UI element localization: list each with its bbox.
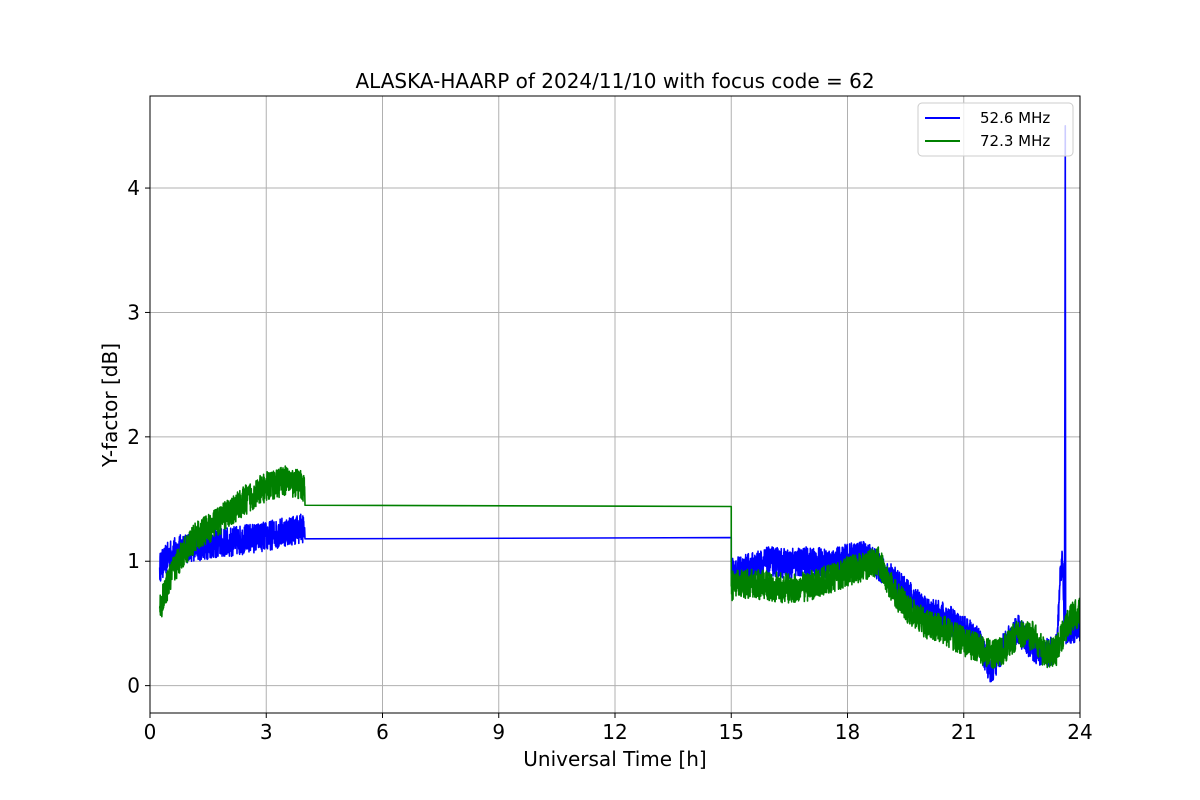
x-tick-label: 0 bbox=[144, 720, 157, 744]
x-axis-label: Universal Time [h] bbox=[523, 747, 706, 771]
legend-label-72-3-mhz: 72.3 MHz bbox=[980, 132, 1050, 150]
legend-box bbox=[917, 102, 1074, 157]
x-tick-label: 3 bbox=[260, 720, 273, 744]
y-tick-label: 2 bbox=[127, 425, 140, 449]
x-tick-label: 15 bbox=[719, 720, 744, 744]
x-tick-label: 12 bbox=[602, 720, 627, 744]
chart-title: ALASKA-HAARP of 2024/11/10 with focus co… bbox=[355, 69, 874, 93]
y-axis-label: Y-factor [dB] bbox=[98, 343, 122, 468]
series-line-72-3-mhz bbox=[158, 465, 1080, 670]
legend-label-52-6-mhz: 52.6 MHz bbox=[980, 109, 1050, 127]
y-tick-label: 4 bbox=[127, 176, 140, 200]
x-tick-label: 24 bbox=[1067, 720, 1092, 744]
series-layer bbox=[158, 125, 1080, 683]
y-tick-label: 0 bbox=[127, 674, 140, 698]
y-tick-label: 1 bbox=[127, 549, 140, 573]
legend: 52.6 MHz 72.3 MHz bbox=[917, 102, 1074, 157]
y-tick-label: 3 bbox=[127, 300, 140, 324]
x-tick-label: 9 bbox=[492, 720, 505, 744]
x-tick-label: 18 bbox=[835, 720, 860, 744]
x-tick-label: 21 bbox=[951, 720, 976, 744]
x-tick-label: 6 bbox=[376, 720, 389, 744]
